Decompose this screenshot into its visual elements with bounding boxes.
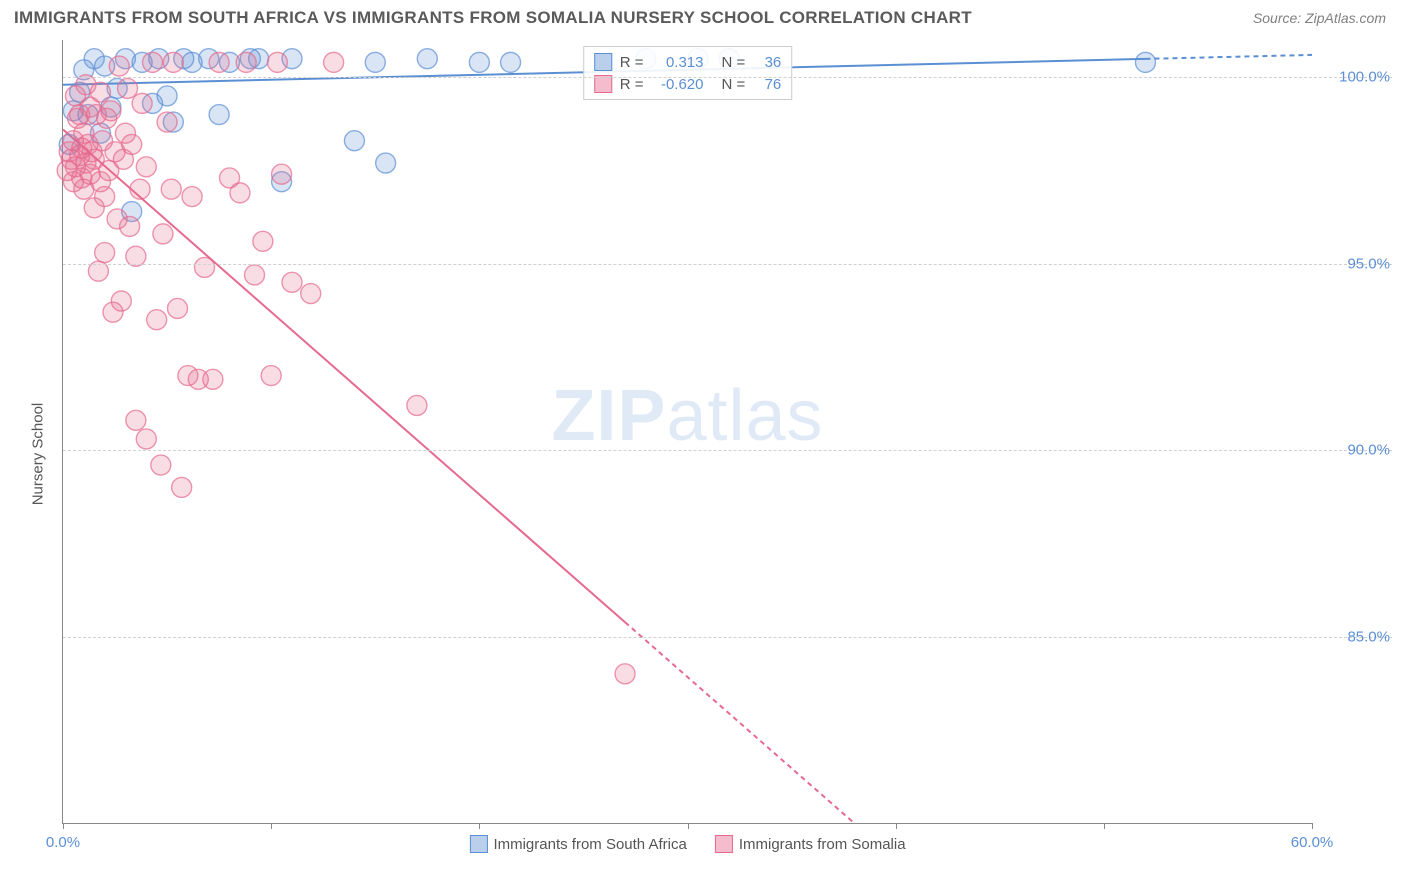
- x-tick-label: 0.0%: [46, 834, 80, 851]
- scatter-svg: [63, 40, 1312, 823]
- scatter-point: [95, 243, 115, 263]
- scatter-point: [163, 52, 183, 72]
- correlation-stats-box: R =0.313N =36R =-0.620N =76: [583, 46, 793, 100]
- stats-r-value: 0.313: [652, 54, 704, 71]
- x-tick: [271, 823, 272, 829]
- scatter-point: [195, 257, 215, 277]
- scatter-point: [417, 49, 437, 69]
- scatter-point: [209, 52, 229, 72]
- scatter-point: [161, 179, 181, 199]
- legend-item: Immigrants from South Africa: [469, 835, 686, 853]
- y-tick-label: 100.0%: [1320, 69, 1390, 86]
- scatter-point: [143, 52, 163, 72]
- scatter-point: [236, 52, 256, 72]
- scatter-point: [95, 187, 115, 207]
- legend-swatch: [469, 835, 487, 853]
- chart-header: IMMIGRANTS FROM SOUTH AFRICA VS IMMIGRAN…: [0, 0, 1406, 32]
- scatter-point: [120, 216, 140, 236]
- scatter-point: [261, 366, 281, 386]
- scatter-point: [111, 291, 131, 311]
- x-tick: [1104, 823, 1105, 829]
- scatter-point: [172, 477, 192, 497]
- stats-n-value: 36: [753, 54, 781, 71]
- scatter-point: [253, 231, 273, 251]
- scatter-point: [90, 82, 110, 102]
- scatter-point: [324, 52, 344, 72]
- scatter-point: [118, 78, 138, 98]
- x-tick: [63, 823, 64, 829]
- chart-container: Nursery School ZIPatlas R =0.313N =36R =…: [14, 40, 1392, 868]
- x-tick: [896, 823, 897, 829]
- x-tick: [688, 823, 689, 829]
- chart-title: IMMIGRANTS FROM SOUTH AFRICA VS IMMIGRAN…: [14, 8, 972, 28]
- gridline-horizontal: [63, 264, 1392, 265]
- scatter-point: [136, 429, 156, 449]
- scatter-point: [109, 56, 129, 76]
- x-tick: [1312, 823, 1313, 829]
- scatter-point: [469, 52, 489, 72]
- scatter-point: [157, 86, 177, 106]
- x-tick-label: 60.0%: [1291, 834, 1334, 851]
- legend-label: Immigrants from South Africa: [493, 836, 686, 853]
- scatter-point: [267, 52, 287, 72]
- y-axis-label: Nursery School: [30, 403, 47, 506]
- scatter-point: [245, 265, 265, 285]
- scatter-point: [203, 369, 223, 389]
- scatter-point: [126, 410, 146, 430]
- scatter-point: [282, 272, 302, 292]
- scatter-point: [167, 298, 187, 318]
- legend-bottom: Immigrants from South Africa Immigrants f…: [469, 835, 905, 853]
- source-attribution: Source: ZipAtlas.com: [1253, 10, 1386, 26]
- scatter-point: [230, 183, 250, 203]
- scatter-point: [130, 179, 150, 199]
- scatter-point: [136, 157, 156, 177]
- regression-line: [63, 129, 625, 622]
- y-tick-label: 85.0%: [1320, 628, 1390, 645]
- scatter-point: [615, 664, 635, 684]
- gridline-horizontal: [63, 450, 1392, 451]
- scatter-point: [301, 284, 321, 304]
- scatter-point: [151, 455, 171, 475]
- legend-label: Immigrants from Somalia: [739, 836, 906, 853]
- scatter-point: [344, 131, 364, 151]
- y-tick-label: 90.0%: [1320, 442, 1390, 459]
- legend-swatch: [715, 835, 733, 853]
- scatter-point: [407, 395, 427, 415]
- scatter-point: [147, 310, 167, 330]
- scatter-point: [501, 52, 521, 72]
- y-tick-label: 95.0%: [1320, 255, 1390, 272]
- scatter-point: [132, 93, 152, 113]
- stats-n-label: N =: [722, 54, 746, 71]
- regression-line-extrapolated: [625, 622, 854, 823]
- scatter-point: [1135, 52, 1155, 72]
- scatter-point: [376, 153, 396, 173]
- scatter-point: [182, 187, 202, 207]
- gridline-horizontal: [63, 637, 1392, 638]
- stats-swatch: [594, 53, 612, 71]
- stats-r-label: R =: [620, 54, 644, 71]
- plot-area: ZIPatlas R =0.313N =36R =-0.620N =76 85.…: [62, 40, 1312, 824]
- stats-row: R = 0.313 N = 36: [594, 51, 782, 73]
- scatter-point: [101, 101, 121, 121]
- scatter-point: [157, 112, 177, 132]
- legend-item: Immigrants from Somalia: [715, 835, 906, 853]
- regression-line-extrapolated: [1145, 55, 1312, 59]
- scatter-point: [209, 105, 229, 125]
- x-tick: [479, 823, 480, 829]
- scatter-point: [272, 164, 292, 184]
- scatter-point: [122, 134, 142, 154]
- scatter-point: [365, 52, 385, 72]
- scatter-point: [153, 224, 173, 244]
- gridline-horizontal: [63, 77, 1392, 78]
